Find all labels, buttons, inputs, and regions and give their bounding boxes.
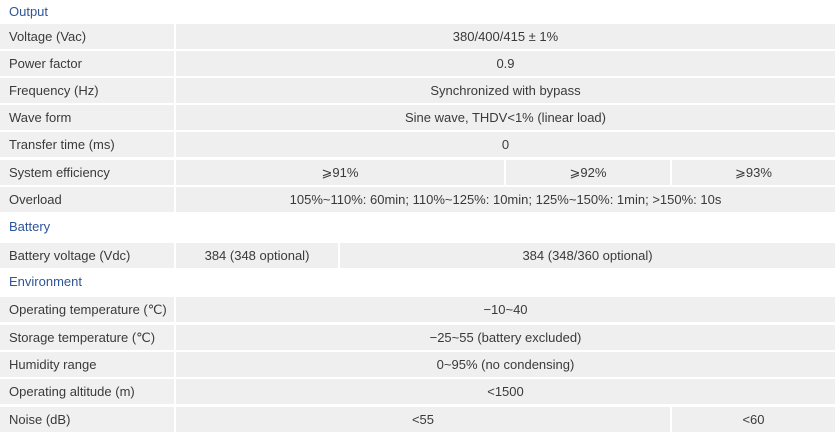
table-row-operating-temperature: Operating temperature (℃) −10~40 bbox=[0, 297, 835, 322]
row-label: Noise (dB) bbox=[0, 407, 174, 432]
table-row-frequency: Frequency (Hz) Synchronized with bypass bbox=[0, 78, 835, 103]
row-label: Humidity range bbox=[0, 352, 174, 377]
row-value: 0~95% (no condensing) bbox=[176, 352, 835, 377]
row-label: Battery voltage (Vdc) bbox=[0, 243, 174, 268]
row-value: 0 bbox=[176, 132, 835, 157]
row-value: Sine wave, THDV<1% (linear load) bbox=[176, 105, 835, 130]
noise-value-1: <55 bbox=[176, 407, 670, 432]
table-row-system-efficiency: System efficiency ⩾91% ⩾92% ⩾93% bbox=[0, 160, 835, 185]
row-value: 0.9 bbox=[176, 51, 835, 76]
table-row-power-factor: Power factor 0.9 bbox=[0, 51, 835, 76]
section-header-output: Output bbox=[0, 0, 835, 24]
table-row-humidity-range: Humidity range 0~95% (no condensing) bbox=[0, 352, 835, 377]
row-value: −25~55 (battery excluded) bbox=[176, 325, 835, 350]
efficiency-value-2: ⩾92% bbox=[506, 160, 670, 185]
section-header-environment: Environment bbox=[0, 270, 835, 294]
battery-voltage-value-2: 384 (348/360 optional) bbox=[340, 243, 835, 268]
section-header-battery: Battery bbox=[0, 215, 835, 239]
row-label: Power factor bbox=[0, 51, 174, 76]
row-value: <1500 bbox=[176, 379, 835, 404]
row-value: Synchronized with bypass bbox=[176, 78, 835, 103]
row-label: Voltage (Vac) bbox=[0, 24, 174, 49]
row-label: Storage temperature (℃) bbox=[0, 325, 174, 350]
table-row-transfer-time: Transfer time (ms) 0 bbox=[0, 132, 835, 157]
row-label: Operating altitude (m) bbox=[0, 379, 174, 404]
row-label: Transfer time (ms) bbox=[0, 132, 174, 157]
noise-value-2: <60 bbox=[672, 407, 835, 432]
table-row-voltage: Voltage (Vac) 380/400/415 ± 1% bbox=[0, 24, 835, 49]
row-label: System efficiency bbox=[0, 160, 174, 185]
row-label: Overload bbox=[0, 187, 174, 212]
row-value: 380/400/415 ± 1% bbox=[176, 24, 835, 49]
table-row-storage-temperature: Storage temperature (℃) −25~55 (battery … bbox=[0, 325, 835, 350]
efficiency-value-1: ⩾91% bbox=[176, 160, 504, 185]
row-value: 105%~110%: 60min; 110%~125%: 10min; 125%… bbox=[176, 187, 835, 212]
row-label: Frequency (Hz) bbox=[0, 78, 174, 103]
row-value: −10~40 bbox=[176, 297, 835, 322]
row-label: Operating temperature (℃) bbox=[0, 297, 174, 322]
table-row-wave-form: Wave form Sine wave, THDV<1% (linear loa… bbox=[0, 105, 835, 130]
battery-voltage-value-1: 384 (348 optional) bbox=[176, 243, 338, 268]
efficiency-value-3: ⩾93% bbox=[672, 160, 835, 185]
table-row-battery-voltage: Battery voltage (Vdc) 384 (348 optional)… bbox=[0, 243, 835, 268]
table-row-noise: Noise (dB) <55 <60 bbox=[0, 407, 835, 432]
table-row-overload: Overload 105%~110%: 60min; 110%~125%: 10… bbox=[0, 187, 835, 212]
table-row-operating-altitude: Operating altitude (m) <1500 bbox=[0, 379, 835, 404]
row-label: Wave form bbox=[0, 105, 174, 130]
